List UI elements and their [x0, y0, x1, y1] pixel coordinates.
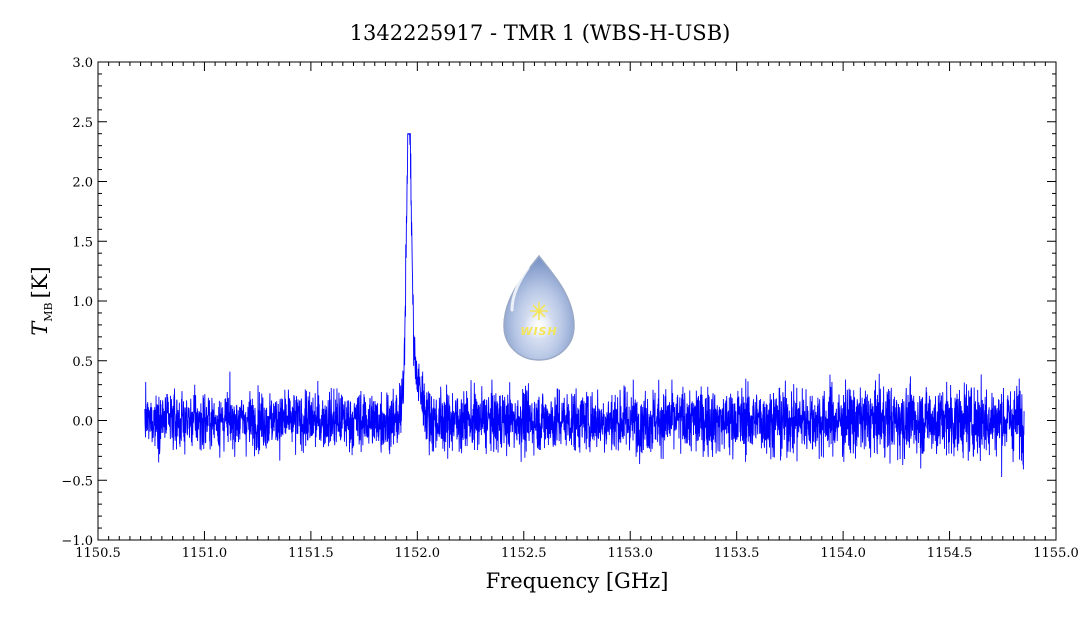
x-tick-label: 1151.5 [288, 546, 334, 561]
y-axis-symbol: T [28, 320, 52, 336]
chart-title: 1342225917 - TMR 1 (WBS-H-USB) [350, 21, 731, 45]
spectrum-series-line [144, 133, 1025, 477]
y-tick-label: −1.0 [61, 534, 93, 549]
star-icon [530, 302, 548, 320]
x-axis-title: Frequency [GHz] [486, 569, 669, 593]
x-tick-label: 1150.5 [75, 546, 121, 561]
x-tick-labels: 1150.5 1151.0 1151.5 1152.0 1152.5 1153.0 1153… [75, 546, 1079, 561]
y-tick-label: 0.0 [72, 415, 93, 430]
x-tick-label: 1154.5 [927, 546, 973, 561]
y-axis-subscript: MB [42, 302, 55, 321]
y-tick-label: 2.5 [72, 116, 93, 131]
x-tick-label: 1153.0 [607, 546, 653, 561]
svg-text:TMB[K]: TMB [K] [28, 266, 55, 335]
y-tick-label: 1.0 [72, 295, 93, 310]
x-tick-label: 1154.0 [820, 546, 866, 561]
logo-text: WISH [520, 325, 557, 338]
x-tick-label: 1152.0 [395, 546, 441, 561]
y-tick-labels: −1.0 −0.5 0.0 0.5 1.0 1.5 2.0 2.5 3.0 [61, 56, 93, 549]
y-tick-label: 0.5 [72, 355, 93, 370]
y-tick-label: 2.0 [72, 176, 93, 191]
y-axis-unit: [K] [28, 266, 52, 298]
y-axis-title: TMB [K] [28, 266, 55, 335]
plot-frame [97, 61, 1057, 541]
y-tick-label: −0.5 [61, 474, 93, 489]
x-tick-label: 1152.5 [501, 546, 547, 561]
wish-logo: WISH [503, 254, 575, 361]
y-tick-label: 3.0 [72, 56, 93, 71]
y-tick-label: 1.5 [72, 235, 93, 250]
x-tick-label: 1153.5 [714, 546, 760, 561]
x-tick-label: 1155.0 [1033, 546, 1079, 561]
x-tick-label: 1151.0 [182, 546, 228, 561]
